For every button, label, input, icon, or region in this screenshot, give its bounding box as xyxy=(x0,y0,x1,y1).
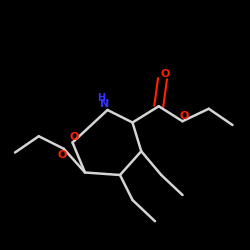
Text: O: O xyxy=(69,132,78,142)
Text: O: O xyxy=(160,69,170,79)
Text: O: O xyxy=(180,111,189,121)
Text: O: O xyxy=(58,150,67,160)
Text: N: N xyxy=(100,99,110,109)
Text: H: H xyxy=(97,93,105,103)
